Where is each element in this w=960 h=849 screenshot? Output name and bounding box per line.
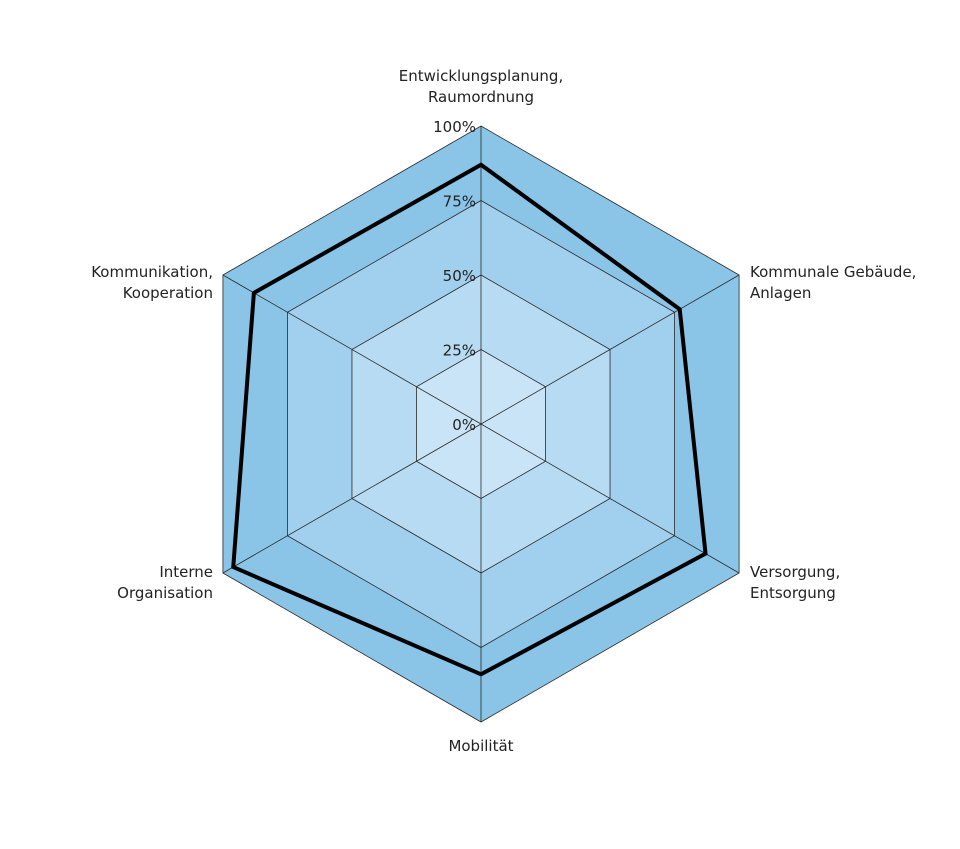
axis-label-0: Entwicklungsplanung,Raumordnung (399, 67, 563, 106)
tick-label-50: 50% (443, 267, 476, 285)
tick-label-0: 0% (452, 416, 476, 434)
axis-label-3: Mobilität (448, 737, 513, 755)
tick-label-25: 25% (443, 342, 476, 360)
axis-label-5: Kommunikation,Kooperation (91, 263, 213, 302)
axis-label-2: Versorgung,Entsorgung (750, 563, 840, 602)
tick-label-75: 75% (443, 193, 476, 211)
tick-label-100: 100% (433, 118, 476, 136)
axis-label-1: Kommunale Gebäude,Anlagen (750, 263, 916, 302)
